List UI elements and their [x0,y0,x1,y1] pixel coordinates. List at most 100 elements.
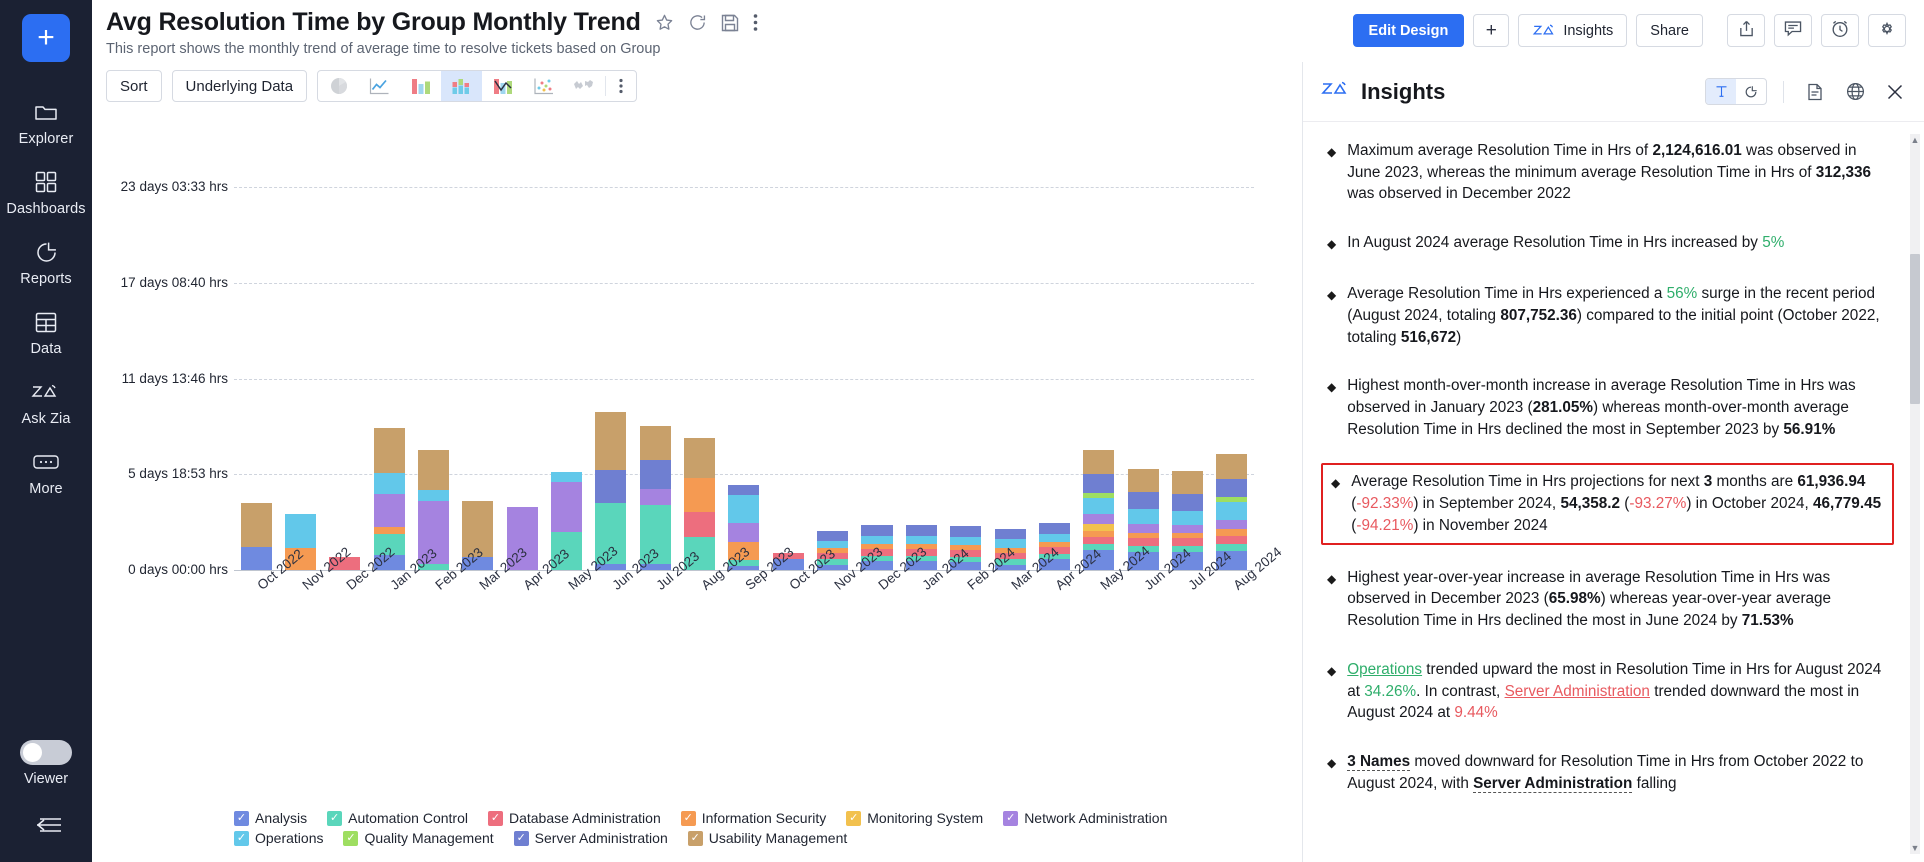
bar-segment[interactable] [1127,508,1159,525]
bar-segment[interactable] [639,504,671,565]
bar-segment[interactable] [1038,547,1070,554]
bar-column[interactable] [278,130,322,570]
bar-segment[interactable] [994,528,1026,540]
bar-segment[interactable] [994,552,1026,560]
bar-segment[interactable] [595,469,627,504]
bar-segment[interactable] [950,556,982,563]
stacked-bar[interactable] [861,525,893,570]
bar-segment[interactable] [994,539,1026,549]
stacked-bar[interactable] [285,513,317,570]
bar-segment[interactable] [1038,533,1070,543]
kebab-menu-icon[interactable] [753,13,758,32]
bar-segment[interactable] [905,535,937,545]
legend-checkbox[interactable]: ✓ [234,810,249,826]
sidebar-item-data[interactable]: Data [0,298,92,368]
bar-column[interactable] [766,130,810,570]
bar-column[interactable] [367,130,411,570]
pie-chart-viz-icon[interactable] [318,71,359,101]
bar-segment[interactable] [1083,544,1115,550]
chart-view-icon[interactable] [1736,79,1766,104]
stacked-bar[interactable] [684,438,716,570]
legend-checkbox[interactable]: ✓ [687,830,703,846]
bar-segment[interactable] [1127,532,1159,539]
stacked-bar[interactable] [728,484,760,570]
insight-item[interactable]: ◆ Average Resolution Time in Hrs experien… [1321,279,1894,352]
insight-item[interactable]: ◆ Highest month-over-month increase in av… [1321,371,1894,444]
combo-chart-viz-icon[interactable] [482,71,523,101]
bar-segment[interactable] [1038,559,1070,570]
refresh-icon[interactable] [688,13,707,32]
stacked-bar[interactable] [240,503,272,570]
sidebar-item-reports[interactable]: Reports [0,228,92,298]
stacked-bar-viz-icon[interactable] [441,71,483,101]
bar-segment[interactable] [817,559,849,566]
stacked-bar[interactable] [1127,468,1159,570]
insight-item[interactable]: ◆ 3 Names moved downward for Resolution T… [1321,747,1894,798]
bar-segment[interactable] [1216,535,1248,545]
bar-segment[interactable] [418,450,450,490]
insight-item[interactable]: ◆ Operations trended upward the most in R… [1321,655,1894,728]
bar-segment[interactable] [772,552,804,560]
legend-item[interactable]: ✓ Monitoring System [846,810,983,826]
bar-segment[interactable] [994,559,1026,566]
sidebar-item-more[interactable]: More [0,438,92,508]
bar-segment[interactable] [1216,454,1248,480]
bar-segment[interactable] [1216,497,1248,503]
stacked-bar[interactable] [595,412,627,570]
bar-segment[interactable] [1083,524,1115,531]
bar-segment[interactable] [1083,549,1115,570]
bar-segment[interactable] [728,542,760,561]
bar-segment[interactable] [772,559,804,570]
bar-segment[interactable] [1216,502,1248,521]
bar-column[interactable] [1165,130,1209,570]
underlying-data-button[interactable]: Underlying Data [171,70,308,102]
comment-button[interactable] [1774,14,1812,47]
bar-segment[interactable] [684,511,716,537]
bar-column[interactable] [1077,130,1121,570]
bar-column[interactable] [677,130,721,570]
bar-segment[interactable] [728,566,760,570]
legend-checkbox[interactable]: ✓ [234,830,249,846]
insights-button[interactable]: Insights [1518,14,1628,47]
bar-column[interactable] [633,130,677,570]
bar-segment[interactable] [285,548,317,570]
bar-segment[interactable] [373,533,405,555]
scroll-up-arrow[interactable]: ▲ [1910,135,1920,145]
bar-segment[interactable] [728,495,760,524]
bar-segment[interactable] [639,488,671,505]
bar-segment[interactable] [1171,546,1203,552]
bar-segment[interactable] [1083,498,1115,514]
legend-checkbox[interactable]: ✓ [680,810,696,826]
bar-segment[interactable] [639,460,671,489]
bar-segment[interactable] [684,478,716,512]
close-icon[interactable] [1880,78,1910,106]
bar-segment[interactable] [950,562,982,570]
bar-segment[interactable] [994,548,1026,553]
collapse-sidebar-icon[interactable] [30,815,62,840]
share-button[interactable]: Share [1636,14,1703,47]
legend-item[interactable]: ✓ Operations [234,830,323,846]
bar-column[interactable] [456,130,500,570]
bar-segment[interactable] [639,564,671,570]
bar-segment[interactable] [1171,493,1203,511]
stacked-bar[interactable] [1171,470,1203,570]
bar-segment[interactable] [1083,474,1115,493]
viewer-mode-toggle[interactable] [20,740,72,765]
bar-segment[interactable] [1127,468,1159,492]
bar-segment[interactable] [1083,530,1115,537]
bar-segment[interactable] [285,513,317,548]
bar-segment[interactable] [905,548,937,556]
bar-segment[interactable] [1083,449,1115,475]
legend-item[interactable]: ✓ Analysis [234,810,307,826]
globe-icon[interactable] [1840,78,1870,106]
bar-segment[interactable] [639,425,671,461]
bar-segment[interactable] [462,556,494,570]
stacked-bar[interactable] [950,526,982,570]
legend-item[interactable]: ✓ Network Administration [1003,810,1167,826]
insights-scrollbar[interactable]: ▲ ▼ [1910,134,1920,854]
legend-item[interactable]: ✓ Usability Management [687,830,847,846]
bar-segment[interactable] [240,547,272,570]
bar-segment[interactable] [861,548,893,556]
insights-list[interactable]: ◆ Maximum average Resolution Time in Hrs … [1303,122,1924,862]
bar-segment[interactable] [1171,551,1203,570]
